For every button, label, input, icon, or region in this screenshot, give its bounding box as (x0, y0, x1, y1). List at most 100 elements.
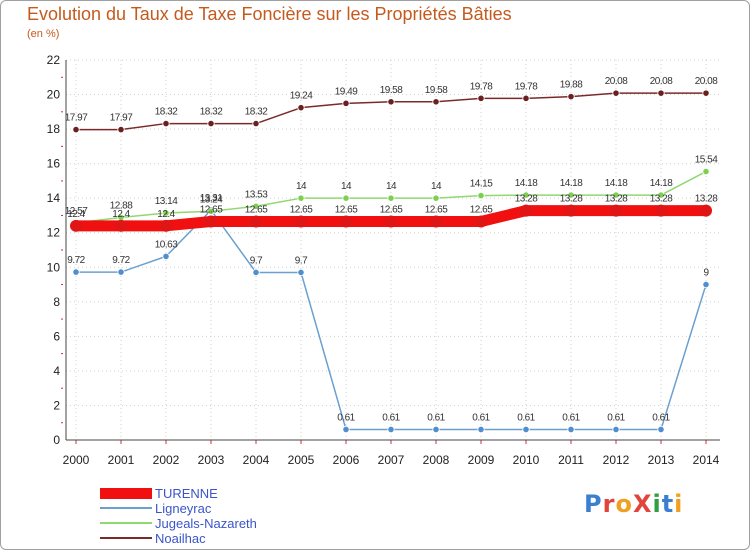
data-label: 17.97 (65, 113, 88, 124)
data-point (432, 194, 440, 202)
data-point (342, 194, 350, 202)
data-point (70, 219, 82, 232)
y-tick-label: 18 (47, 122, 61, 136)
data-point (567, 93, 575, 101)
data-label: 9.72 (112, 255, 130, 266)
data-label: 13.31 (200, 193, 223, 204)
data-point (567, 191, 575, 199)
legend-item: Noailhac (100, 531, 300, 546)
data-point (700, 204, 712, 217)
x-tick-label: 2002 (153, 453, 180, 467)
data-point (657, 191, 665, 199)
proxiti-logo: ProXiti (584, 490, 684, 518)
x-tick-label: 2003 (198, 453, 225, 467)
y-tick-label: 6 (53, 329, 60, 343)
data-point (520, 204, 532, 217)
legend-item: Ligneyrac (100, 501, 300, 516)
y-tick-label: 0 (53, 433, 60, 447)
y-tick-label: 10 (47, 260, 61, 274)
data-label: 15.54 (695, 155, 718, 166)
data-label: 18.32 (245, 107, 268, 118)
data-point (297, 194, 305, 202)
data-label: 14 (431, 181, 442, 192)
data-point (657, 89, 665, 97)
data-point (565, 204, 577, 217)
y-tick-label: 14 (47, 191, 61, 205)
x-tick-label: 2000 (63, 453, 90, 467)
data-point (702, 167, 710, 176)
data-label: 14.18 (560, 178, 583, 189)
x-tick-label: 2007 (378, 453, 405, 467)
data-point (655, 204, 667, 217)
data-point (342, 425, 350, 434)
x-tick-label: 2008 (423, 453, 450, 467)
data-label: 14.15 (470, 179, 493, 190)
data-label: 18.32 (155, 107, 178, 118)
data-point (207, 119, 215, 128)
y-tick-label: 16 (47, 157, 61, 171)
data-point (162, 119, 170, 128)
data-label: 12.4 (67, 209, 85, 220)
data-point (295, 215, 307, 228)
data-label: 18.32 (200, 107, 223, 118)
data-label: 20.08 (605, 76, 628, 87)
data-point (117, 126, 125, 134)
data-label: 14 (341, 181, 352, 192)
data-label: 12.4 (112, 209, 130, 220)
data-point (612, 89, 620, 97)
data-point (340, 215, 352, 228)
data-label: 10.63 (155, 239, 178, 250)
data-label: 0.61 (472, 412, 490, 423)
data-label: 17.97 (110, 113, 133, 124)
data-point (162, 252, 170, 260)
chart-title: Evolution du Taux de Taxe Foncière sur l… (27, 4, 512, 24)
data-label: 0.61 (337, 412, 355, 423)
data-point (342, 99, 350, 107)
x-tick-label: 2014 (693, 453, 720, 467)
y-tick-label: 4 (53, 364, 60, 378)
legend-label: Noailhac (155, 531, 206, 546)
data-label: 13.53 (245, 189, 268, 200)
data-label: 14.18 (605, 178, 628, 189)
legend-label: Jugeals-Nazareth (155, 516, 257, 531)
data-point (160, 219, 172, 232)
x-tick-label: 2012 (603, 453, 630, 467)
legend-swatch (100, 537, 152, 539)
data-label: 19.49 (335, 86, 358, 97)
data-label: 19.88 (560, 80, 583, 91)
y-tick-label: 8 (53, 295, 60, 309)
data-label: 14.18 (515, 178, 538, 189)
data-point (387, 425, 395, 434)
data-label: 12.88 (110, 201, 133, 212)
data-label: 12.57 (65, 206, 88, 217)
data-point (430, 215, 442, 228)
data-label: 14.18 (650, 178, 673, 189)
x-tick-label: 2004 (243, 453, 270, 467)
data-label: 19.24 (290, 91, 313, 102)
data-label: 0.61 (607, 412, 625, 423)
data-label: 13.28 (605, 194, 628, 205)
data-point (522, 94, 530, 102)
data-label: 13.14 (155, 196, 178, 207)
data-point (610, 204, 622, 217)
data-label: 20.08 (695, 76, 718, 87)
data-point (250, 215, 262, 228)
data-point (702, 89, 710, 97)
data-point (72, 268, 80, 276)
data-point (522, 425, 530, 434)
data-label: 0.61 (382, 412, 400, 423)
y-tick-label: 12 (47, 226, 61, 240)
data-point (387, 98, 395, 106)
y-tick-label: 22 (47, 53, 61, 67)
data-point (387, 194, 395, 202)
data-point (115, 219, 127, 232)
data-point (117, 268, 125, 276)
data-point (432, 98, 440, 106)
data-label: 0.61 (562, 412, 580, 423)
legend-label: TURENNE (155, 486, 218, 501)
data-label: 12.65 (470, 205, 493, 216)
data-label: 9.72 (67, 255, 85, 266)
legend-swatch (100, 487, 152, 499)
data-point (385, 215, 397, 228)
